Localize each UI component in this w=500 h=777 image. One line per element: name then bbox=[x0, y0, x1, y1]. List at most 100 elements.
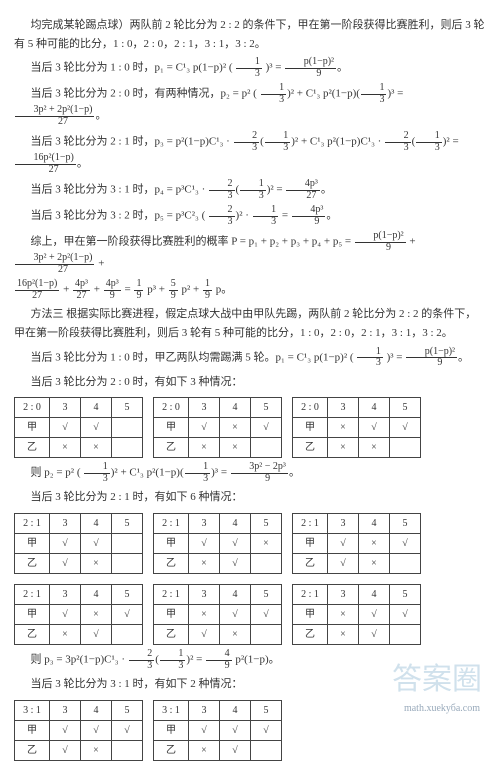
mark-cell: √ bbox=[390, 418, 421, 438]
mark-cell bbox=[251, 740, 282, 760]
mark-cell: √ bbox=[251, 418, 282, 438]
mark-cell: √ bbox=[189, 625, 220, 645]
mark-cell: √ bbox=[50, 534, 81, 554]
score-cell: 2 : 0 bbox=[15, 398, 50, 418]
col-header: 5 bbox=[251, 585, 282, 605]
mark-cell: √ bbox=[359, 418, 390, 438]
mark-cell: √ bbox=[81, 534, 112, 554]
row-yi: 乙 bbox=[15, 438, 50, 458]
mark-cell: × bbox=[81, 740, 112, 760]
mark-cell: × bbox=[50, 438, 81, 458]
col-header: 5 bbox=[112, 398, 143, 418]
mark-cell: √ bbox=[220, 720, 251, 740]
mark-cell: × bbox=[189, 438, 220, 458]
score-cell: 2 : 1 bbox=[293, 514, 328, 534]
row-yi: 乙 bbox=[293, 554, 328, 574]
line-r31: 当后 3 轮比分为 3 : 1 时，p₄ = p³C¹₃ · 23(13)² =… bbox=[14, 179, 486, 201]
col-header: 5 bbox=[112, 585, 143, 605]
col-header: 4 bbox=[220, 700, 251, 720]
m3-r10: 当后 3 轮比分为 1 : 0 时，甲乙两队均需踢满 5 轮。p₁ = C¹₃ … bbox=[14, 347, 486, 369]
mark-cell: √ bbox=[328, 534, 359, 554]
col-header: 5 bbox=[390, 398, 421, 418]
col-header: 3 bbox=[189, 398, 220, 418]
score-cell: 2 : 1 bbox=[154, 514, 189, 534]
kicks-table: 2 : 1345甲√×√乙×√ bbox=[14, 584, 143, 645]
m3-r21-head: 当后 3 轮比分为 2 : 1 时，有如下 6 种情况： bbox=[14, 488, 486, 507]
mark-cell: √ bbox=[251, 605, 282, 625]
row-jia: 甲 bbox=[293, 534, 328, 554]
row-yi: 乙 bbox=[154, 740, 189, 760]
mark-cell bbox=[390, 625, 421, 645]
kicks-table: 2 : 0345甲×√√乙×× bbox=[292, 397, 421, 458]
col-header: 3 bbox=[189, 700, 220, 720]
col-header: 4 bbox=[81, 514, 112, 534]
r10-post: )³ = bbox=[266, 62, 285, 74]
mark-cell: × bbox=[328, 605, 359, 625]
frac-4p3-9: 4p³9 bbox=[292, 205, 326, 227]
sum-pre: 综上，甲在第一阶段获得比赛胜利的概率 P = p₁ + p₂ + p₃ + p₄… bbox=[31, 236, 354, 248]
mark-cell: × bbox=[81, 554, 112, 574]
mark-cell: × bbox=[81, 605, 112, 625]
row-jia: 甲 bbox=[293, 418, 328, 438]
mark-cell: × bbox=[328, 418, 359, 438]
mark-cell: × bbox=[81, 438, 112, 458]
mark-cell: √ bbox=[50, 418, 81, 438]
mark-cell bbox=[251, 554, 282, 574]
mark-cell bbox=[112, 740, 143, 760]
mark-cell bbox=[390, 438, 421, 458]
mark-cell: × bbox=[220, 418, 251, 438]
col-header: 4 bbox=[359, 585, 390, 605]
mark-cell: × bbox=[220, 438, 251, 458]
row-yi: 乙 bbox=[154, 554, 189, 574]
mark-cell bbox=[112, 534, 143, 554]
col-header: 5 bbox=[251, 514, 282, 534]
kicks-table: 2 : 1345甲√√乙√× bbox=[14, 513, 143, 574]
score-cell: 2 : 0 bbox=[154, 398, 189, 418]
col-header: 3 bbox=[328, 514, 359, 534]
mark-cell: √ bbox=[220, 740, 251, 760]
col-header: 4 bbox=[81, 585, 112, 605]
mark-cell: √ bbox=[189, 418, 220, 438]
tables-20-row: 2 : 0345甲√√乙××2 : 0345甲√×√乙××2 : 0345甲×√… bbox=[14, 397, 486, 458]
mark-cell: × bbox=[359, 438, 390, 458]
row-jia: 甲 bbox=[15, 418, 50, 438]
mark-cell: √ bbox=[220, 534, 251, 554]
line-r20: 当后 3 轮比分为 2 : 0 时，有两种情况，p₂ = p² ( 13)² +… bbox=[14, 83, 486, 127]
mark-cell: √ bbox=[112, 605, 143, 625]
mark-cell: √ bbox=[390, 605, 421, 625]
p3-formula: 则 p₃ = 3p²(1−p)C¹₃ · 23(13)² = 49 p²(1−p… bbox=[14, 649, 486, 671]
mark-cell: × bbox=[328, 625, 359, 645]
r32-pre: 当后 3 轮比分为 3 : 2 时，p₅ = p³C²₃ ( bbox=[31, 210, 206, 222]
score-cell: 2 : 0 bbox=[293, 398, 328, 418]
score-cell: 2 : 1 bbox=[15, 514, 50, 534]
line-sum-2: 16p²(1−p)27 + 4p³27 + 4p³9 = 19 p³ + 59 … bbox=[14, 279, 486, 301]
mark-cell: × bbox=[359, 534, 390, 554]
mark-cell bbox=[112, 438, 143, 458]
col-header: 5 bbox=[112, 514, 143, 534]
col-header: 4 bbox=[359, 398, 390, 418]
mark-cell: × bbox=[251, 534, 282, 554]
col-header: 3 bbox=[50, 585, 81, 605]
mark-cell: √ bbox=[220, 605, 251, 625]
r31-pre: 当后 3 轮比分为 3 : 1 时，p₄ = p³C¹₃ · bbox=[31, 184, 209, 196]
col-header: 4 bbox=[220, 398, 251, 418]
score-cell: 2 : 1 bbox=[15, 585, 50, 605]
col-header: 4 bbox=[81, 398, 112, 418]
mark-cell: × bbox=[328, 438, 359, 458]
score-cell: 2 : 1 bbox=[154, 585, 189, 605]
mark-cell: √ bbox=[251, 720, 282, 740]
tables-21-row: 2 : 1345甲√√乙√×2 : 1345甲√√×乙×√2 : 1345甲√×… bbox=[14, 513, 486, 645]
kicks-table: 2 : 1345甲×√√乙×√ bbox=[292, 584, 421, 645]
mark-cell: √ bbox=[189, 720, 220, 740]
mark-cell: × bbox=[50, 625, 81, 645]
mark-cell: √ bbox=[189, 534, 220, 554]
row-yi: 乙 bbox=[293, 438, 328, 458]
row-jia: 甲 bbox=[154, 418, 189, 438]
col-header: 3 bbox=[50, 514, 81, 534]
mark-cell: √ bbox=[50, 554, 81, 574]
mark-cell bbox=[390, 554, 421, 574]
col-header: 3 bbox=[50, 398, 81, 418]
col-header: 3 bbox=[328, 398, 359, 418]
m3-r31-head: 当后 3 轮比分为 3 : 1 时，有如下 2 种情况： bbox=[14, 675, 486, 694]
row-jia: 甲 bbox=[15, 720, 50, 740]
